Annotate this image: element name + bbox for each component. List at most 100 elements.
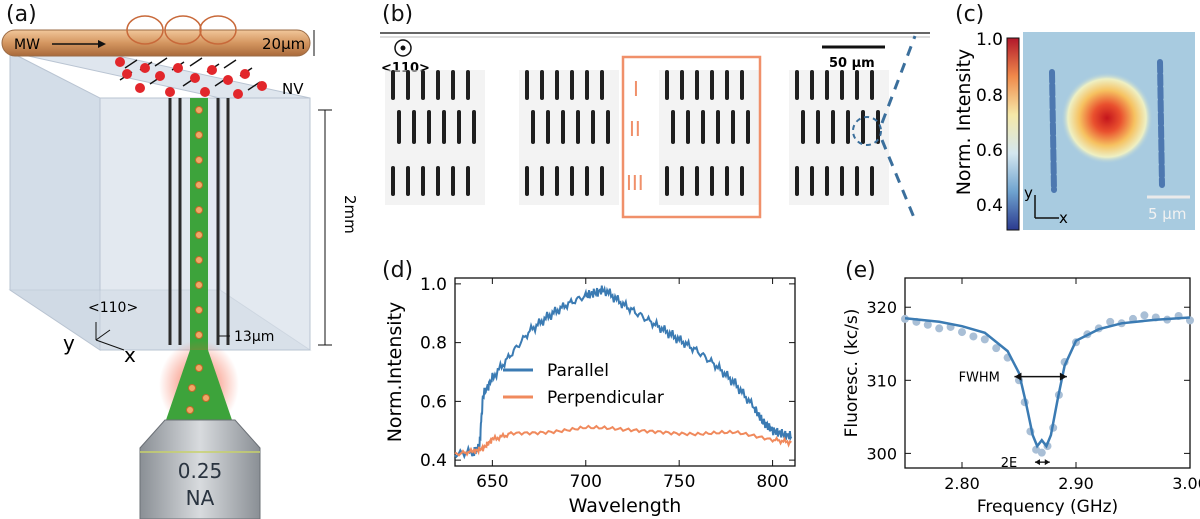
waveguide-dash [665, 70, 669, 100]
chart-e: 2.80 2.90 3.00 300 310 320 Frequency (GHz) Fl… [842, 277, 1200, 517]
out-of-plane-icon [394, 39, 412, 57]
data-point [923, 320, 932, 329]
waveguide-dash [876, 110, 880, 144]
series-line-parallel [454, 285, 793, 460]
waveguide-dash [831, 110, 835, 144]
waveguide-dash [810, 70, 814, 100]
waveguide-dash [451, 70, 455, 100]
waveguide-dash [472, 110, 476, 144]
waveguide-dash [540, 70, 544, 100]
data-point [958, 328, 966, 337]
waveguide-dash [680, 70, 684, 100]
plot-frame [454, 277, 796, 467]
waveguide-dash [855, 166, 859, 196]
axis-y-label-a: y [63, 331, 75, 355]
direction-label-a: <110> [88, 300, 138, 316]
splitting-label: 2E [1001, 456, 1018, 471]
waveguide-dash [570, 166, 574, 196]
waveguide-dash [725, 70, 729, 100]
waveguide-dash [397, 110, 401, 144]
waveguide-dash [466, 166, 470, 196]
x-tick-label: 750 [663, 472, 695, 492]
panel-a-label: (a) [6, 2, 37, 27]
axis-x-label-a: x [124, 343, 136, 367]
panel-b-label: (b) [382, 2, 414, 27]
waveguide-dash [825, 70, 829, 100]
laser-written-channels [168, 98, 230, 345]
fwhm-arrow-head-right [1059, 372, 1067, 381]
waveguide-walls [1049, 59, 1165, 193]
waveguide-dash [870, 166, 874, 196]
colorbar-label: Norm. Intensity [953, 49, 975, 196]
waveguide-dash [840, 70, 844, 100]
scale-bar-label-c: 5 μm [1148, 205, 1186, 223]
y-tick-label: 1.0 [420, 275, 447, 295]
waveguide-dash [695, 166, 699, 196]
waveguide-dash [570, 70, 574, 100]
panel-b-micrograph: <110> 50 μm I II III [380, 32, 930, 221]
waveguide-dash [746, 110, 750, 144]
waveguide-dash [701, 110, 705, 144]
waveguide-dash [801, 110, 805, 144]
waveguide-dash [406, 70, 410, 100]
waveguide-dash [695, 70, 699, 100]
waveguide-dash [740, 166, 744, 196]
waveguide-dash [795, 70, 799, 100]
data-point [980, 335, 989, 344]
zoom-line-bottom [880, 139, 917, 221]
plot-frame [904, 277, 1191, 469]
waveguide-dash [716, 110, 720, 144]
waveguide-dash [600, 166, 604, 196]
chart-d-xlabel: Wavelength [569, 495, 682, 517]
objective-na-unit: NA [186, 486, 215, 510]
x-tick-label: 800 [756, 472, 788, 492]
panel-c-image: Norm. Intensity 1.0 0.8 0.6 0.4 y x 5 μm [953, 30, 1195, 231]
nv-ensemble [115, 57, 267, 99]
row-label-1: I [633, 77, 639, 101]
data-point [969, 332, 978, 341]
panel-a-schematic: MW 20μm NV [1, 15, 359, 519]
waveguide-dash [427, 110, 431, 144]
axis-y-arrow [95, 329, 111, 341]
waveguide-dash [855, 70, 859, 100]
waveguide-dash [680, 166, 684, 196]
nv-label: NV [282, 80, 304, 98]
waveguide-dash [585, 70, 589, 100]
row-label-2: II [629, 117, 641, 141]
waveguide-dash [391, 166, 395, 196]
waveguide-dash [591, 110, 595, 144]
waveguide-dash [406, 166, 410, 196]
waveguide-dash [740, 70, 744, 100]
waveguide-dash [555, 70, 559, 100]
waveguide-dash [436, 166, 440, 196]
depth-label: 2mm [341, 195, 359, 234]
row-label-3: III [626, 171, 644, 195]
y-tick-label: 0.4 [420, 451, 447, 471]
x-tick-label: 700 [570, 472, 602, 492]
zoom-line-top [880, 35, 917, 124]
x-tick-label: 3.00 [1172, 474, 1200, 493]
microwave-wire [1, 29, 311, 57]
waveguide-nv-dots [195, 106, 203, 339]
axis-x-arrow [95, 339, 125, 351]
waveguide-dash [846, 110, 850, 144]
waveguide-dash [840, 166, 844, 196]
waveguide-dash [451, 166, 455, 196]
waveguide-dash [466, 70, 470, 100]
laser-cone [166, 350, 232, 420]
y-tick-label: 300 [866, 444, 897, 463]
waveguide-arrays [385, 70, 889, 205]
waveguide-dash [555, 166, 559, 196]
colorbar-tick-1: 1.0 [976, 30, 1003, 50]
waveguide-dash [816, 110, 820, 144]
chart-d: 650 700 750 800 0.4 0.6 0.8 1.0 Parallel Perpend… [384, 275, 796, 517]
zoom-circle [852, 116, 882, 146]
fwhm-label: FWHM [959, 371, 1000, 386]
green-waveguide [190, 98, 208, 350]
chart-d-ylabel: Norm.Intensity [384, 302, 406, 443]
objective-na-value: 0.25 [178, 459, 223, 483]
wire-width-label: 20μm [262, 35, 305, 53]
y-tick-label: 320 [866, 298, 897, 317]
waveguide-dash [436, 70, 440, 100]
waveguide-dash [795, 166, 799, 196]
